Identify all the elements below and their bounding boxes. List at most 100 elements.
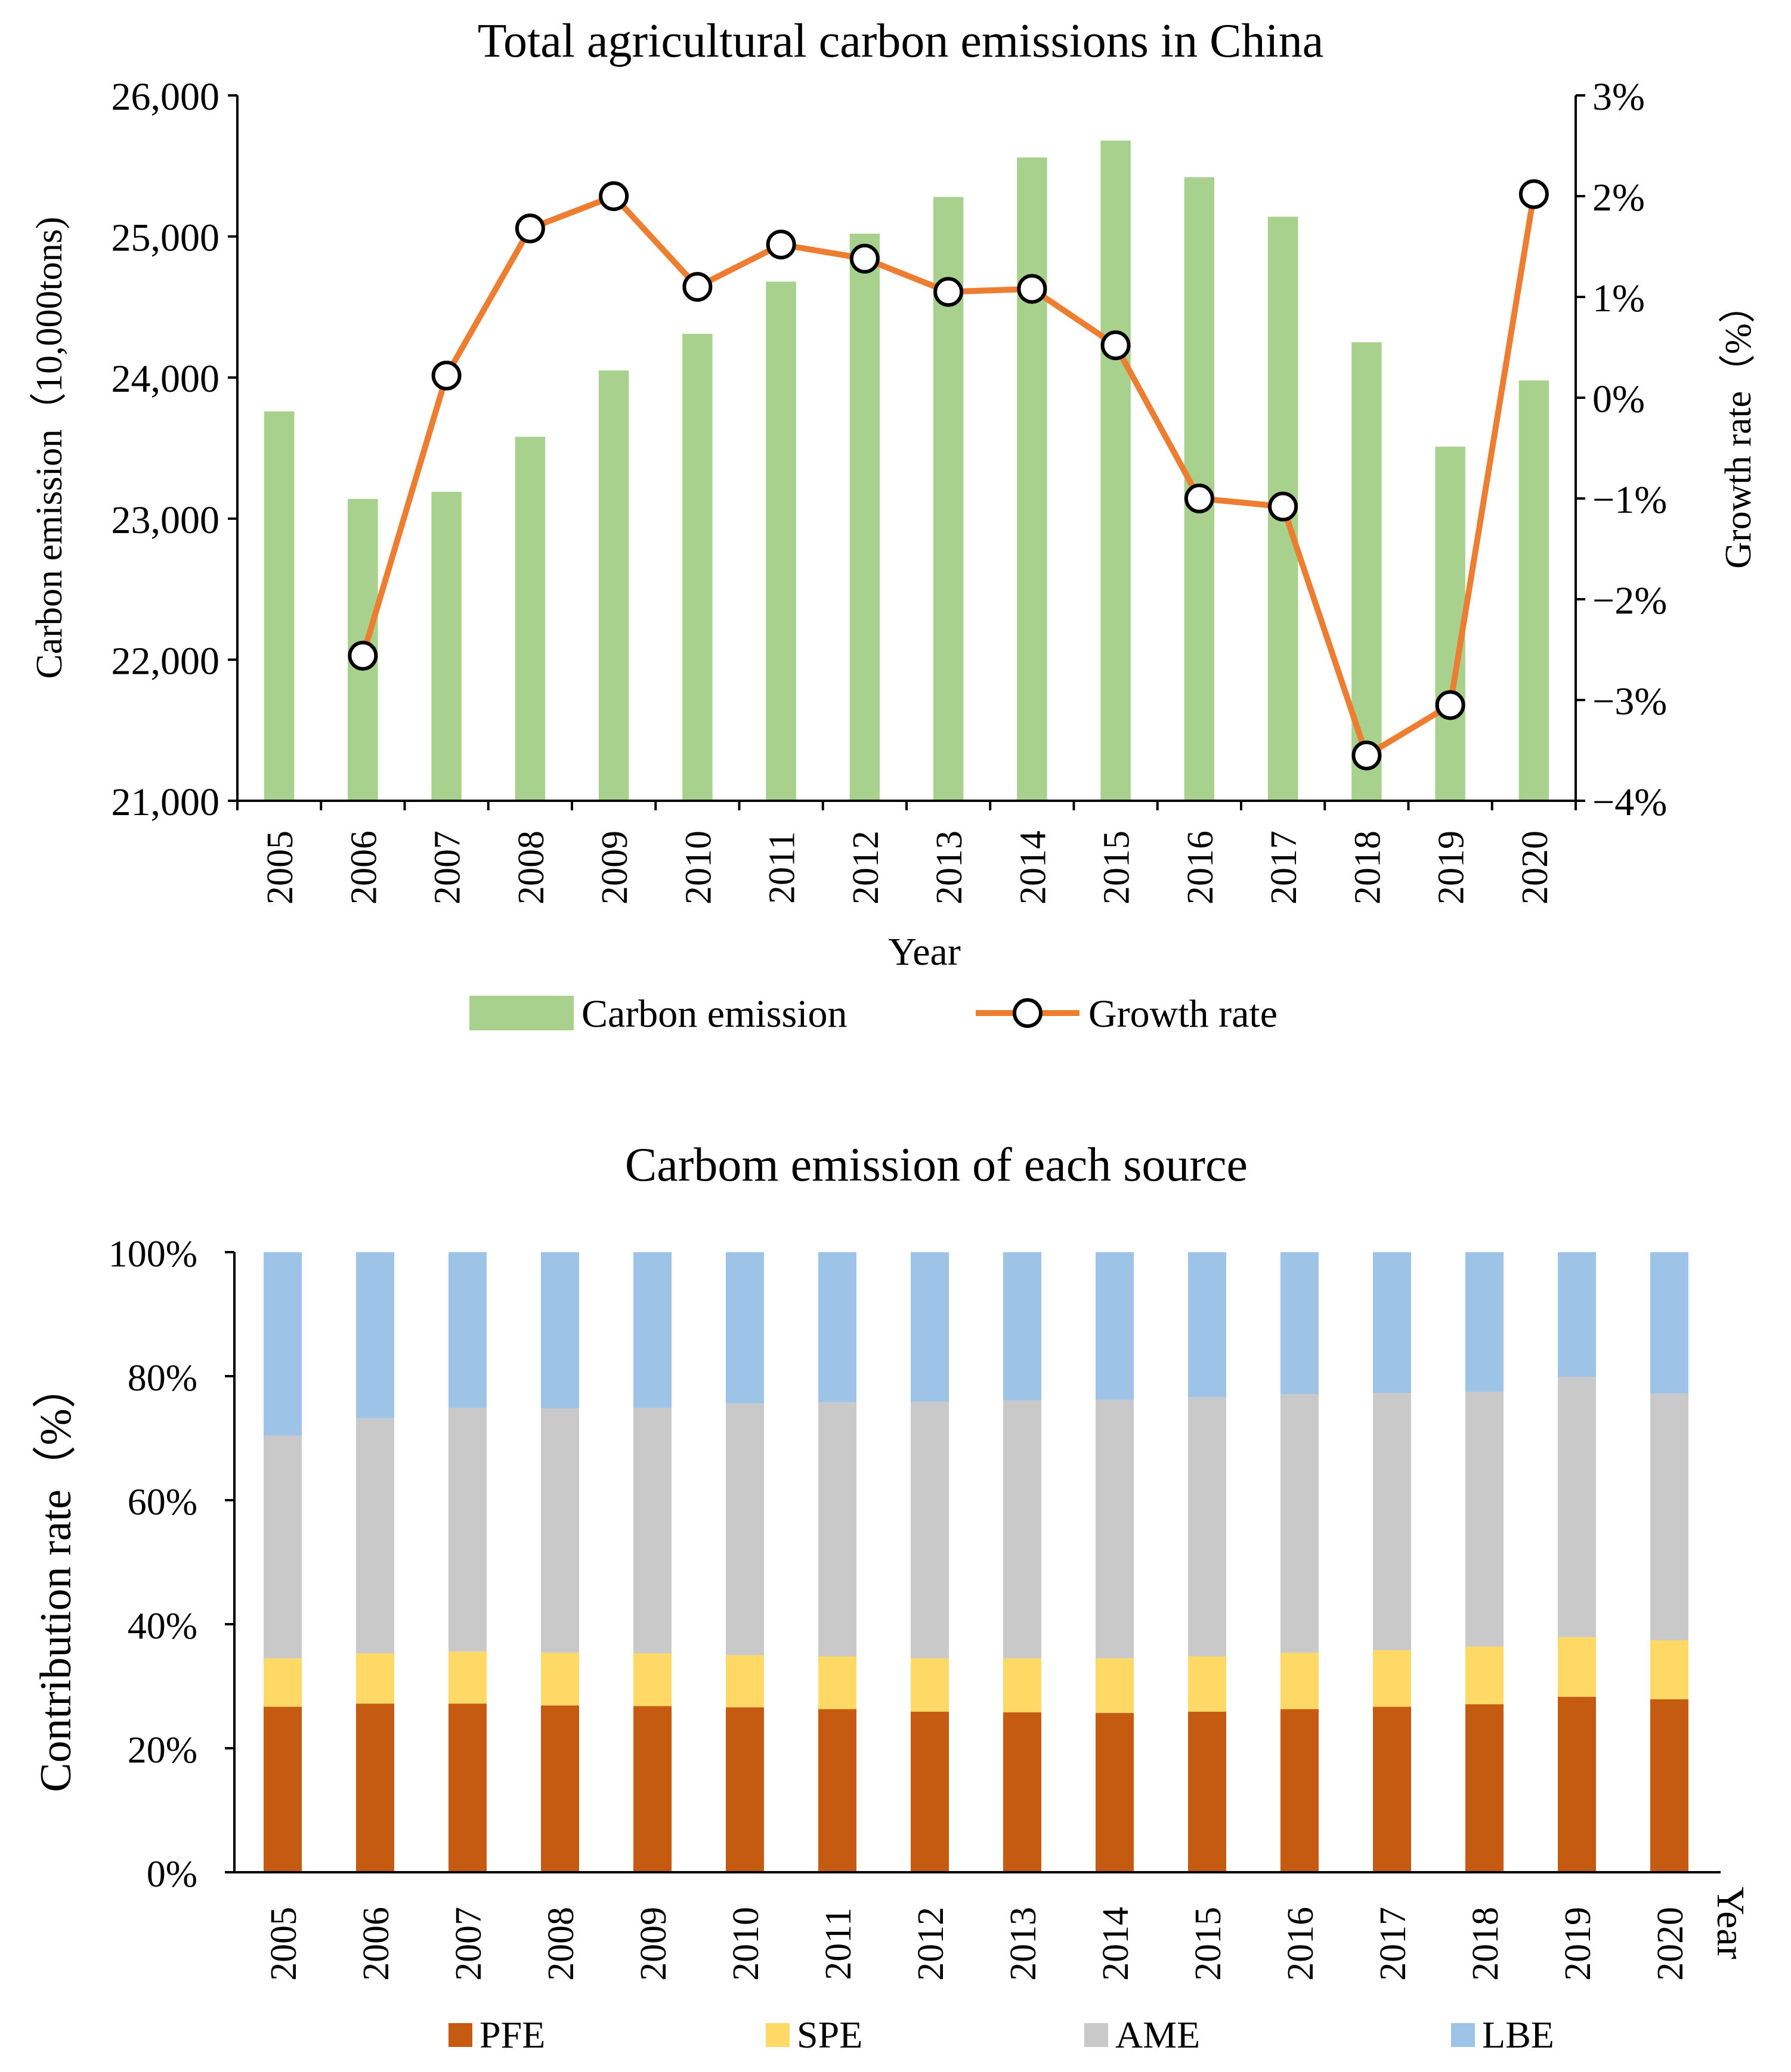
pfe-segment-2005 bbox=[264, 1706, 302, 1872]
left-tick-label-21000: 21,000 bbox=[112, 781, 220, 824]
lbe-segment-2013 bbox=[1003, 1252, 1041, 1401]
x-tick-label-2011: 2011 bbox=[762, 831, 803, 904]
bottom-x-tick-label-2019: 2019 bbox=[1558, 1907, 1598, 1981]
lbe-segment-2007 bbox=[448, 1252, 487, 1408]
lbe-segment-2005 bbox=[264, 1252, 302, 1436]
bottom-bars bbox=[264, 1252, 1688, 1872]
ame-segment-2006 bbox=[356, 1418, 394, 1653]
legend-swatch-pfe bbox=[448, 2023, 472, 2047]
pfe-segment-2012 bbox=[911, 1711, 949, 1872]
growth-rate-point-2010 bbox=[682, 272, 713, 302]
legend-swatch-carbon-emission bbox=[469, 996, 574, 1030]
top-y2-axis-label: Growth rate（%） bbox=[1718, 286, 1759, 568]
x-tick-label-2008: 2008 bbox=[511, 831, 552, 905]
lbe-segment-2011 bbox=[818, 1252, 856, 1402]
spe-segment-2010 bbox=[726, 1655, 764, 1708]
right-tick-label-7: 3% bbox=[1592, 75, 1645, 119]
right-tick-label-3: −1% bbox=[1592, 478, 1667, 522]
left-tick-label-25000: 25,000 bbox=[112, 216, 220, 260]
right-tick-label-1: −3% bbox=[1592, 680, 1667, 723]
spe-segment-2007 bbox=[448, 1651, 487, 1704]
ame-segment-2015 bbox=[1188, 1397, 1226, 1657]
bottom-x-tick-label-2007: 2007 bbox=[448, 1907, 489, 1981]
legend-label-spe: SPE bbox=[797, 2014, 862, 2056]
left-tick-label-23000: 23,000 bbox=[112, 498, 220, 542]
bottom-x-tick-label-2017: 2017 bbox=[1373, 1907, 1413, 1981]
legend-label-growth-rate: Growth rate bbox=[1088, 992, 1277, 1036]
spe-segment-2019 bbox=[1558, 1637, 1596, 1697]
x-tick-label-2013: 2013 bbox=[929, 831, 970, 905]
growth-rate-point-2017 bbox=[1268, 491, 1298, 522]
ame-segment-2020 bbox=[1650, 1393, 1688, 1641]
legend-swatch-spe bbox=[766, 2023, 790, 2047]
bottom-x-tick-label-2015: 2015 bbox=[1188, 1907, 1229, 1981]
spe-segment-2018 bbox=[1465, 1646, 1504, 1705]
growth-rate-point-2011 bbox=[766, 230, 796, 260]
bottom-y-tick-label-20: 20% bbox=[128, 1729, 197, 1771]
bottom-x-axis-label: Year bbox=[1709, 1887, 1752, 1959]
lbe-segment-2020 bbox=[1650, 1252, 1688, 1394]
carbon-emission-bar-2010 bbox=[682, 333, 713, 801]
bottom-y-tick-label-40: 40% bbox=[128, 1605, 197, 1647]
pfe-segment-2007 bbox=[448, 1704, 487, 1872]
pfe-segment-2020 bbox=[1650, 1699, 1688, 1872]
bottom-legend: PFE SPE AME LBE bbox=[448, 2014, 1554, 2056]
bottom-y-tick-label-100: 100% bbox=[109, 1232, 197, 1275]
bottom-y-axis-label: Contribution rate（%） bbox=[32, 1364, 81, 1792]
bottom-x-tick-label-2013: 2013 bbox=[1003, 1907, 1044, 1981]
top-bars bbox=[264, 140, 1549, 801]
x-tick-label-2005: 2005 bbox=[260, 831, 301, 905]
x-tick-label-2012: 2012 bbox=[846, 831, 886, 905]
ame-segment-2007 bbox=[448, 1408, 487, 1652]
bottom-x-tick-label-2018: 2018 bbox=[1465, 1907, 1506, 1981]
spe-segment-2005 bbox=[264, 1658, 302, 1707]
top-left-ticks: 21,000 22,000 23,000 24,000 25,000 26,000 bbox=[112, 75, 237, 824]
bottom-x-tick-label-2008: 2008 bbox=[541, 1907, 581, 1981]
legend-marker-growth-rate bbox=[1013, 998, 1043, 1028]
growth-rate-point-2020 bbox=[1518, 179, 1549, 209]
left-tick-label-24000: 24,000 bbox=[112, 357, 220, 401]
lbe-segment-2014 bbox=[1096, 1252, 1134, 1400]
x-tick-label-2014: 2014 bbox=[1013, 831, 1053, 905]
bottom-x-tick-label-2009: 2009 bbox=[633, 1907, 674, 1981]
legend-label-ame: AME bbox=[1115, 2014, 1200, 2056]
carbon-emission-bar-2019 bbox=[1435, 447, 1465, 801]
legend-label-pfe: PFE bbox=[480, 2014, 545, 2056]
bottom-x-ticks: 2005 2006 2007 2008 2009 2010 2011 2012 2013 2014… bbox=[264, 1907, 1691, 1981]
growth-rate-point-2015 bbox=[1100, 330, 1131, 361]
bottom-y-tick-label-80: 80% bbox=[128, 1356, 197, 1399]
legend-label-carbon-emission: Carbon emission bbox=[581, 992, 847, 1036]
lbe-segment-2019 bbox=[1558, 1252, 1596, 1377]
left-tick-label-22000: 22,000 bbox=[112, 639, 220, 683]
bottom-x-tick-label-2010: 2010 bbox=[726, 1907, 766, 1981]
x-tick-label-2009: 2009 bbox=[595, 831, 635, 905]
growth-rate-point-2016 bbox=[1184, 484, 1214, 513]
spe-segment-2006 bbox=[356, 1653, 394, 1704]
carbon-emission-bar-2007 bbox=[431, 491, 462, 801]
spe-segment-2020 bbox=[1650, 1640, 1688, 1699]
ame-segment-2010 bbox=[726, 1403, 764, 1655]
ame-segment-2019 bbox=[1558, 1377, 1596, 1637]
bottom-y-tick-label-0: 0% bbox=[147, 1853, 197, 1895]
lbe-segment-2015 bbox=[1188, 1252, 1226, 1398]
right-tick-label-6: 2% bbox=[1592, 176, 1645, 219]
ame-segment-2005 bbox=[264, 1435, 302, 1659]
spe-segment-2016 bbox=[1280, 1652, 1319, 1709]
lbe-segment-2012 bbox=[911, 1252, 949, 1402]
ame-segment-2017 bbox=[1373, 1393, 1411, 1650]
right-tick-label-5: 1% bbox=[1592, 277, 1645, 320]
growth-rate-line-group bbox=[348, 179, 1549, 770]
bottom-y-ticks: 0% 20% 40% 60% 80% 100% bbox=[109, 1232, 234, 1895]
bottom-x-tick-label-2012: 2012 bbox=[911, 1907, 951, 1981]
bottom-x-tick-label-2016: 2016 bbox=[1280, 1907, 1321, 1981]
spe-segment-2009 bbox=[633, 1653, 672, 1706]
ame-segment-2018 bbox=[1465, 1392, 1504, 1647]
left-tick-label-26000: 26,000 bbox=[112, 75, 220, 119]
spe-segment-2014 bbox=[1096, 1658, 1134, 1713]
bottom-x-tick-label-2011: 2011 bbox=[818, 1907, 859, 1980]
spe-segment-2017 bbox=[1373, 1650, 1411, 1707]
pfe-segment-2008 bbox=[541, 1705, 579, 1872]
right-tick-label-2: −2% bbox=[1592, 579, 1667, 622]
